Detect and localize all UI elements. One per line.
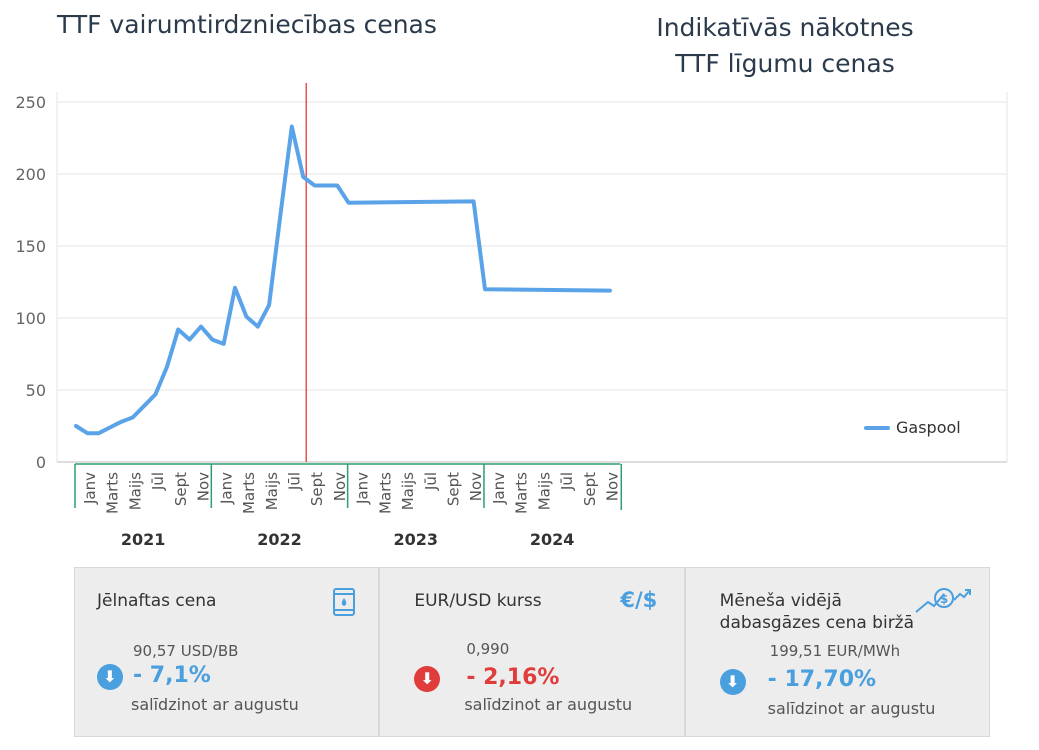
x-month-label: Marts (376, 472, 394, 514)
x-month-label: Jūl (149, 472, 167, 491)
svg-text:$: $ (939, 592, 947, 606)
x-month-label: Nov (604, 472, 622, 501)
card-gas-value: 199,51 EUR/MWh (769, 642, 901, 660)
x-year-label: 2021 (121, 530, 166, 549)
card-gas-price: Mēneša vidējā dabasgāzes cena biržā $ 19… (686, 568, 989, 736)
x-month-label: Nov (331, 472, 349, 501)
x-month-label: Nov (467, 472, 485, 501)
x-month-label: Maijs (126, 472, 144, 510)
x-month-label: Sept (445, 472, 463, 506)
card-gas-title: Mēneša vidējā dabasgāzes cena biržā (720, 590, 914, 634)
chart-title-right-line1: Indikatīvās nākotnes (656, 13, 914, 42)
card-eurusd-title: EUR/USD kurss (414, 591, 542, 611)
chart-title-left: TTF vairumtirdzniecības cenas (57, 10, 437, 39)
x-month-label: Sept (172, 472, 190, 506)
x-month-label: Janv (490, 472, 508, 505)
x-year-label: 2022 (257, 530, 302, 549)
card-eurusd-value: 0,990 (466, 640, 510, 658)
x-month-label: Sept (581, 472, 599, 506)
series-line-gaspool (74, 124, 612, 436)
x-month-label: Sept (308, 472, 326, 506)
indicator-cards: Jēlnaftas cena 90,57 USD/BB ⬇ - 7,1% sal… (74, 567, 990, 737)
card-oil-note: salīdzinot ar augustu (131, 695, 299, 714)
y-tick-label: 150 (15, 237, 46, 256)
x-month-label: Janv (354, 472, 372, 505)
x-month-label: Janv (217, 472, 235, 505)
card-eur-usd: EUR/USD kurss €/$ 0,990 ⬇ - 2,16% salīdz… (380, 568, 686, 736)
card-gas-change: - 17,70% (767, 667, 877, 692)
card-oil-value: 90,57 USD/BB (133, 642, 239, 660)
dollar-growth-icon: $ (914, 586, 972, 620)
card-oil-price: Jēlnaftas cena 90,57 USD/BB ⬇ - 7,1% sal… (75, 568, 381, 736)
card-oil-change: - 7,1% (133, 663, 211, 688)
y-tick-label: 50 (26, 381, 46, 400)
card-gas-title-line1: Mēneša vidējā (719, 591, 842, 611)
chart-title-right-line2: TTF līgumu cenas (675, 49, 895, 78)
x-month-label: Jūl (285, 472, 303, 491)
x-month-label: Marts (240, 472, 258, 514)
down-arrow-icon: ⬇ (97, 664, 123, 690)
card-gas-note: salīdzinot ar augustu (767, 699, 936, 718)
oil-barrel-icon (333, 588, 355, 620)
y-tick-label: 200 (15, 165, 46, 184)
card-eurusd-change: - 2,16% (466, 665, 560, 690)
down-arrow-icon: ⬇ (414, 666, 441, 692)
y-tick-label: 100 (15, 309, 46, 328)
card-eurusd-note: salīdzinot ar augustu (464, 695, 633, 714)
x-month-label: Nov (195, 472, 213, 501)
x-year-label: 2024 (530, 530, 575, 549)
chart-title-right: Indikatīvās nākotnes TTF līgumu cenas (620, 10, 950, 82)
card-oil-title: Jēlnaftas cena (97, 591, 217, 611)
down-arrow-icon: ⬇ (719, 669, 746, 695)
x-month-label: Maijs (399, 472, 417, 510)
x-year-label: 2023 (394, 530, 439, 549)
y-tick-label: 250 (15, 93, 46, 112)
legend-label: Gaspool (896, 418, 961, 437)
x-month-label: Marts (513, 472, 531, 514)
euro-dollar-icon: €/$ (620, 588, 658, 612)
x-month-label: Marts (104, 472, 122, 514)
x-month-label: Maijs (263, 472, 281, 510)
x-month-label: Jūl (558, 472, 576, 491)
x-month-label: Jūl (422, 472, 440, 491)
x-month-label: Janv (81, 472, 99, 505)
card-gas-title-line2: dabasgāzes cena biržā (719, 613, 915, 633)
x-month-label: Maijs (535, 472, 553, 510)
y-tick-label: 0 (36, 453, 46, 472)
